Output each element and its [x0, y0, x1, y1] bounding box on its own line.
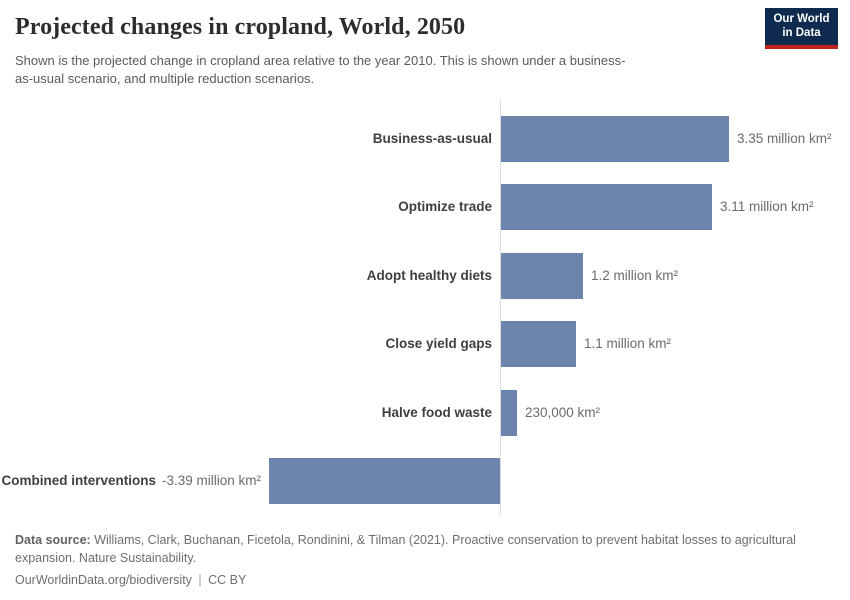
- category-label: Close yield gaps: [385, 336, 492, 351]
- chart-title: Projected changes in cropland, World, 20…: [15, 14, 466, 40]
- category-and-value-label: Combined interventions -3.39 million km²: [1, 458, 261, 504]
- bar[interactable]: [269, 458, 500, 504]
- category-label: Optimize trade: [398, 199, 492, 214]
- value-label: 1.1 million km²: [584, 336, 672, 351]
- owid-logo-line2: in Data: [782, 26, 821, 39]
- zero-axis-line: [500, 100, 501, 515]
- category-label: Halve food waste: [381, 405, 492, 420]
- datasource-label: Data source:: [15, 533, 91, 547]
- chart-area: Business-as-usual 3.35 million km² Optimiz…: [0, 100, 850, 518]
- value-label: 3.11 million km²: [720, 199, 814, 214]
- bar[interactable]: [501, 184, 712, 230]
- datasource-text: Williams, Clark, Buchanan, Ficetola, Ron…: [15, 533, 796, 566]
- footer-url-link[interactable]: OurWorldinData.org/biodiversity: [15, 573, 192, 588]
- footer: Data source: Williams, Clark, Buchanan, …: [15, 531, 837, 589]
- value-label: -3.39 million km²: [161, 473, 261, 488]
- category-label: Combined interventions: [1, 473, 156, 488]
- category-label: Business-as-usual: [372, 131, 492, 146]
- footer-license-link[interactable]: CC BY: [208, 573, 247, 588]
- value-label: 3.35 million km²: [737, 131, 832, 146]
- owid-logo-line1: Our World: [773, 13, 830, 26]
- bar[interactable]: [501, 253, 583, 299]
- owid-logo: Our World in Data: [765, 8, 838, 49]
- chart-subtitle: Shown is the projected change in croplan…: [15, 53, 626, 87]
- footer-links-line: OurWorldinData.org/biodiversity | CC BY: [15, 571, 837, 589]
- value-label: 1.2 million km²: [591, 268, 679, 283]
- bar[interactable]: [501, 321, 576, 367]
- bar[interactable]: [501, 116, 729, 162]
- footer-separator: |: [198, 573, 202, 588]
- category-label: Adopt healthy diets: [366, 268, 492, 283]
- owid-logo-accent-bar: [765, 45, 838, 49]
- value-label: 230,000 km²: [525, 405, 601, 420]
- bar[interactable]: [501, 390, 517, 436]
- datasource-line: Data source: Williams, Clark, Buchanan, …: [15, 531, 837, 567]
- owid-logo-text: Our World in Data: [765, 8, 838, 45]
